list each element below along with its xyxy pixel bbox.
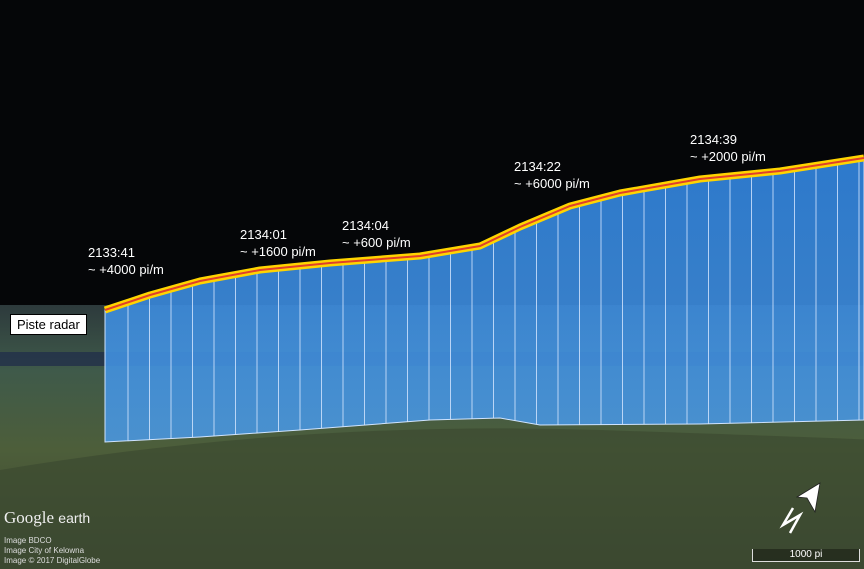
label-time: 2134:22	[514, 159, 561, 174]
label-3: 2134:04 ~ +600 pi/m	[342, 217, 411, 251]
label-2: 2134:01 ~ +1600 pi/m	[240, 226, 316, 260]
credit: Image BDCO	[4, 536, 52, 545]
brand-google: Google	[4, 508, 55, 527]
label-rate: ~ +1600 pi/m	[240, 244, 316, 259]
label-1: 2133:41 ~ +4000 pi/m	[88, 244, 164, 278]
google-earth-logo: Google earth	[4, 508, 90, 528]
hillside	[0, 428, 864, 569]
label-time: 2134:04	[342, 218, 389, 233]
credit: Image © 2017 DigitalGlobe	[4, 556, 101, 565]
label-rate: ~ +2000 pi/m	[690, 149, 766, 164]
label-time: 2133:41	[88, 245, 135, 260]
label-time: 2134:39	[690, 132, 737, 147]
flight-track-core	[104, 157, 864, 311]
label-5: 2134:39 ~ +2000 pi/m	[690, 131, 766, 165]
label-time: 2134:01	[240, 227, 287, 242]
curtain-lines	[127, 158, 860, 441]
label-rate: ~ +6000 pi/m	[514, 176, 590, 191]
north-arrow-icon[interactable]	[779, 482, 821, 534]
radar-label[interactable]: Piste radar	[10, 314, 87, 335]
label-4: 2134:22 ~ +6000 pi/m	[514, 158, 590, 192]
label-rate: ~ +600 pi/m	[342, 235, 411, 250]
credit: Image City of Kelowna	[4, 546, 85, 555]
scale-bar: 1000 pi	[752, 549, 860, 562]
brand-earth: earth	[58, 510, 91, 526]
label-rate: ~ +4000 pi/m	[88, 262, 164, 277]
